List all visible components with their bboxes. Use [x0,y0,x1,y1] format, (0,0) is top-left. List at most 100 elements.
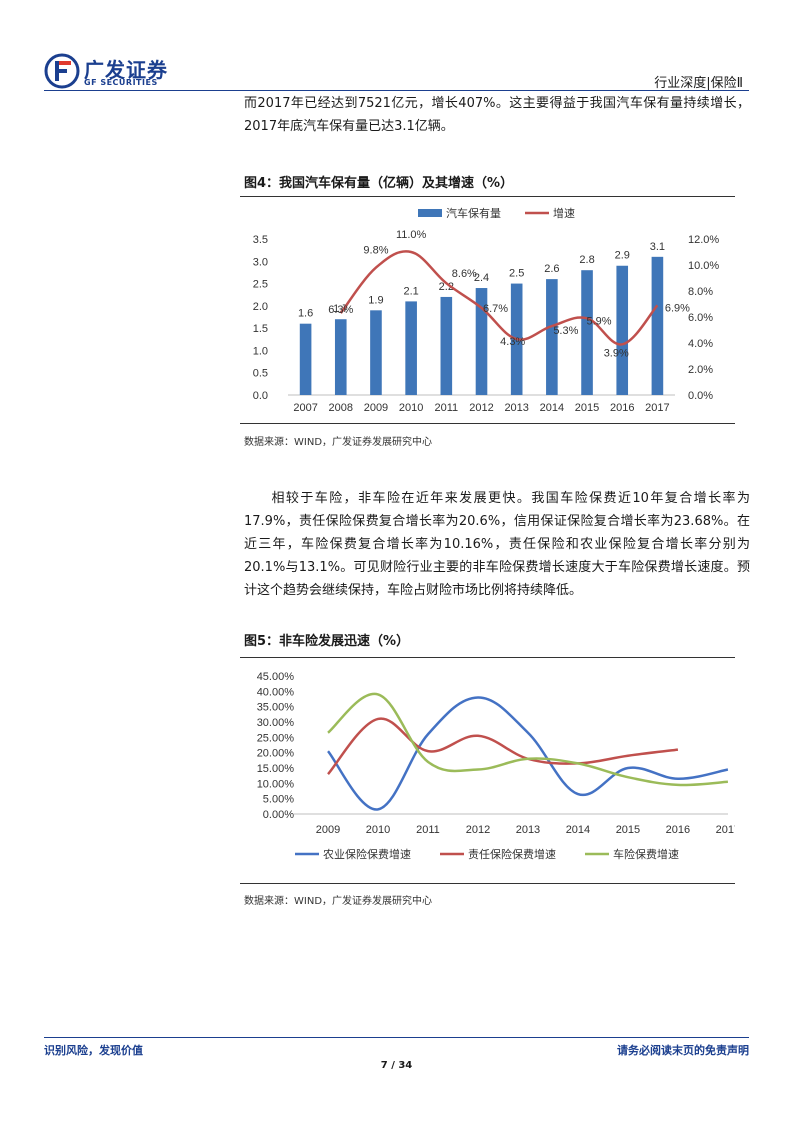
bar-data-label: 1.9 [368,294,383,306]
x-tick-label: 2016 [666,824,690,836]
figure5-title: 图5：非车险发展迅速（%） [244,634,410,649]
figure4-bottom-rule [240,423,735,424]
legend-label-3: 车险保费增速 [613,847,679,861]
x-tick-label: 2017 [645,402,669,414]
body-paragraph-2: 相较于车险，非车险在近年来发展更快。我国车险保费近10年复合增长率为17.9%，… [244,487,750,602]
y-left-tick-label: 0.5 [253,368,268,380]
x-tick-label: 2013 [504,402,528,414]
line-data-label: 5.3% [553,325,578,337]
line-data-label: 6.9% [665,302,690,314]
x-tick-label: 2015 [616,824,640,836]
bar-vehicles [299,323,312,395]
y-tick-label: 5.00% [263,794,294,806]
line-data-label: 6.7% [483,303,508,315]
line-series-3 [327,692,728,787]
y-tick-label: 35.00% [257,702,295,714]
header-divider [44,90,749,91]
x-tick-label: 2011 [434,402,458,414]
y-right-tick-label: 2.0% [688,364,713,376]
legend-label-2: 责任保险保费增速 [468,847,556,861]
line-data-label: 8.6% [452,268,477,280]
line-data-label: 4.3% [500,336,525,348]
bar-data-label: 2.9 [615,250,630,262]
legend-swatch-vehicles [418,209,442,217]
bar-data-label: 2.8 [579,254,594,266]
legend-label-growth: 增速 [553,206,575,220]
x-tick-label: 2008 [329,402,353,414]
y-right-tick-label: 10.0% [688,260,719,272]
vehicle-ownership-chart: 汽车保有量 增速 0.0 0.5 1.0 1.5 2.0 2.5 3.0 3.5 0.0% 2.0% 4… [253,206,720,414]
bar-vehicles [616,265,629,395]
x-tick-label: 2011 [416,824,440,836]
y-tick-label: 40.00% [257,686,295,698]
y-right-tick-label: 6.0% [688,312,713,324]
x-tick-label: 2007 [293,402,317,414]
bar-data-label: 3.1 [650,241,665,253]
bar-vehicles [334,319,347,395]
x-tick-label: 2013 [516,824,540,836]
bar-data-label: 2.2 [439,281,454,293]
y-right-tick-label: 0.0% [688,390,713,402]
line-series-1 [327,696,729,811]
y-right-tick-label: 12.0% [688,234,719,246]
bar-vehicles [405,301,417,395]
page-number: 7 / 34 [380,1060,413,1071]
bar-vehicles [440,296,453,395]
bar-data-label: 2.5 [509,268,524,280]
bar-vehicles [581,270,593,395]
x-tick-label: 2016 [610,402,634,414]
figure5-source: 数据来源：WIND，广发证券发展研究中心 [244,896,433,907]
y-tick-label: 15.00% [257,763,295,775]
legend-label-1: 农业保险保费增速 [323,847,411,861]
y-tick-label: 10.00% [257,778,295,790]
x-tick-label: 2015 [575,402,599,414]
bar-vehicles [475,288,488,395]
y-left-tick-label: 3.0 [253,256,268,268]
y-tick-label: 25.00% [257,732,295,744]
x-tick-label: 2014 [566,824,590,836]
line-growth [339,250,659,346]
bar-data-label: 2.1 [403,285,418,297]
figure4-top-rule [240,196,735,197]
non-auto-insurance-growth-chart: 0.00% 5.00% 10.00% 15.00% 20.00% 25.00% 30.00%… [257,671,735,861]
figure5-bottom-rule [240,883,735,884]
bar-data-label: 1.6 [298,308,313,320]
legend-label-vehicles: 汽车保有量 [446,206,501,220]
x-tick-label: 2012 [469,402,493,414]
bar-vehicles [370,310,382,395]
x-tick-label: 2010 [399,402,423,414]
y-left-tick-label: 0.0 [253,390,268,402]
x-tick-label: 2009 [316,824,340,836]
y-tick-label: 45.00% [257,671,295,683]
line-data-label: 6.3% [328,304,353,316]
x-tick-label: 2009 [364,402,388,414]
x-tick-label: 2010 [366,824,390,836]
line-series-2 [327,717,679,775]
bar-vehicles [651,256,664,395]
y-tick-label: 30.00% [257,717,295,729]
line-data-label: 9.8% [363,245,388,257]
y-left-tick-label: 2.5 [253,279,268,291]
bar-vehicles [546,279,558,395]
footer-disclaimer: 请务必阅读末页的免责声明 [617,1044,749,1057]
y-tick-label: 20.00% [257,748,295,760]
figure4-source: 数据来源：WIND，广发证券发展研究中心 [244,437,433,448]
y-right-tick-label: 4.0% [688,338,713,350]
line-data-label: 5.9% [587,315,612,327]
gf-logo-icon [44,53,80,89]
figure5-top-rule [240,657,735,658]
company-logo: 广发证券 GF SECURITIES [44,52,174,92]
x-tick-label: 2017 [716,824,735,836]
body-paragraph-2-text: 相较于车险，非车险在近年来发展更快。我国车险保费近10年复合增长率为17.9%，… [244,491,750,598]
y-left-tick-label: 3.5 [253,234,268,246]
report-category: 行业深度|保险Ⅱ [654,76,743,91]
bar-data-label: 2.4 [474,272,489,284]
footer-divider [44,1037,749,1038]
footer-slogan: 识别风险，发现价值 [44,1044,143,1057]
y-left-tick-label: 1.0 [253,345,268,357]
y-left-tick-label: 1.5 [253,323,268,335]
y-left-tick-label: 2.0 [253,301,268,313]
line-data-label: 11.0% [396,229,427,241]
body-paragraph-1: 而2017年已经达到7521亿元，增长407%。这主要得益于我国汽车保有量持续增… [244,96,750,134]
logo-text-cn: 广发证券 [84,58,168,82]
